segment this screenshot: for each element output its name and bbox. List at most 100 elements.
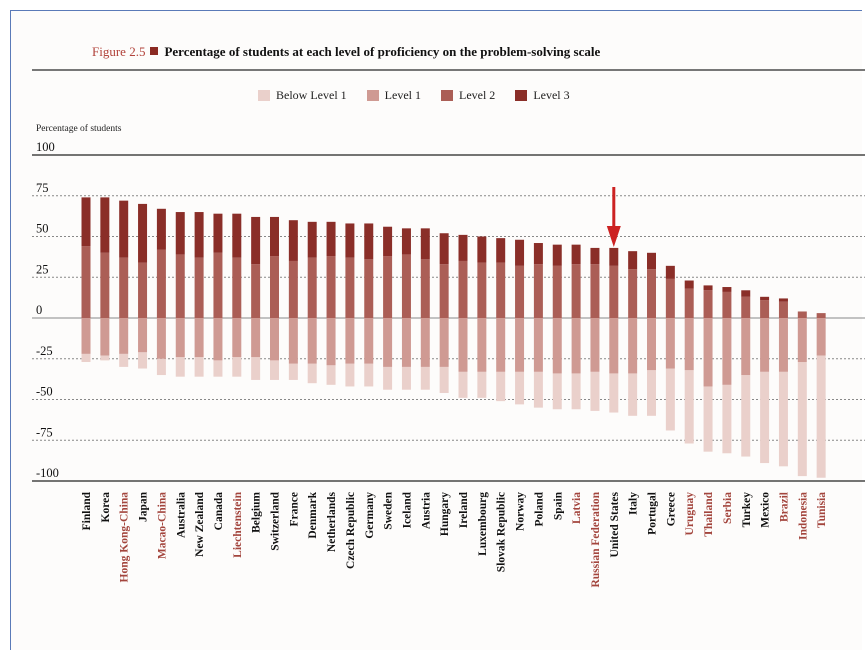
legend-item-level-3: Level 3 [515, 88, 570, 103]
bar-level-3 [288, 220, 298, 261]
bar-below-level-1 [213, 360, 223, 377]
bar-level-3 [156, 208, 166, 250]
bar-level-2 [458, 260, 468, 318]
bar-level-2 [175, 254, 185, 318]
legend-label: Level 2 [458, 88, 496, 102]
bar-level-2 [364, 259, 374, 318]
bar-level-1 [647, 318, 656, 371]
x-tick-label: Netherlands [326, 491, 338, 552]
bar-level-3 [703, 285, 713, 291]
x-tick-label: Austria [420, 492, 432, 529]
legend-item-level-1: Level 1 [366, 88, 421, 103]
bar-below-level-1 [345, 363, 355, 387]
bar-level-2 [213, 252, 223, 318]
bar-level-2 [515, 265, 525, 318]
bar-level-1 [797, 318, 807, 363]
bar-level-3 [420, 228, 430, 260]
bar-level-3 [684, 280, 694, 289]
bar-below-level-1 [515, 371, 525, 405]
bar-level-2 [665, 278, 675, 318]
bar-below-level-1 [778, 371, 788, 467]
x-tick-label: Poland [533, 491, 545, 526]
y-tick-label: -75 [36, 425, 53, 439]
bar-below-level-1 [420, 366, 430, 390]
y-tick-label: 50 [36, 222, 49, 236]
bar-level-1 [778, 318, 788, 372]
legend-label: Level 1 [384, 88, 421, 102]
bar-below-level-1 [194, 357, 204, 377]
bar-level-2 [609, 265, 619, 318]
bar-below-level-1 [533, 371, 543, 408]
figure-number: Figure 2.5 [92, 44, 146, 59]
bar-level-1 [533, 318, 543, 372]
bar-level-2 [194, 257, 204, 318]
x-tick-label: Uruguay [684, 492, 696, 536]
x-tick-label: Turkey [741, 492, 753, 528]
bar-level-1 [439, 318, 449, 367]
x-tick-label: Thailand [703, 491, 715, 536]
x-tick-label: Luxembourg [477, 492, 489, 556]
bar-level-1 [703, 318, 713, 387]
x-tick-label: Latvia [571, 492, 583, 524]
bar-below-level-1 [816, 355, 826, 478]
x-tick-label: Japan [138, 491, 150, 522]
bar-below-level-1 [175, 357, 185, 377]
bar-below-level-1 [364, 363, 374, 387]
y-tick-label: -25 [36, 344, 53, 358]
bar-below-level-1 [156, 358, 166, 376]
x-tick-label: Finland [81, 491, 93, 530]
x-tick-label: Denmark [307, 491, 319, 538]
y-tick-label: -50 [36, 385, 53, 399]
bar-level-3 [383, 226, 393, 257]
bar-level-2 [439, 264, 449, 318]
bar-level-1 [383, 318, 393, 367]
bar-level-1 [609, 318, 619, 374]
bar-level-1 [138, 318, 148, 353]
bar-level-1 [326, 318, 336, 366]
x-tick-label: Belgium [251, 492, 263, 533]
bar-level-2 [383, 256, 393, 318]
bar-level-2 [571, 264, 581, 318]
bar-level-3 [213, 213, 223, 253]
x-tick-label: New Zealand [194, 491, 206, 556]
bar-below-level-1 [628, 373, 638, 416]
x-tick-label: Macao-China [156, 492, 168, 559]
bar-below-level-1 [741, 375, 751, 457]
bar-level-1 [722, 318, 732, 385]
bar-level-3 [665, 265, 675, 279]
bar-level-3 [119, 200, 129, 258]
bar-below-level-1 [138, 352, 148, 369]
legend-swatch-level-2 [440, 90, 453, 101]
bar-level-3 [647, 252, 656, 270]
x-tick-label: Hong Kong-China [119, 492, 131, 583]
bar-level-1 [307, 318, 317, 364]
title-square-icon [150, 47, 159, 55]
bar-level-1 [175, 318, 185, 358]
bar-level-1 [496, 318, 506, 372]
bar-level-2 [816, 313, 826, 318]
bar-level-2 [270, 256, 279, 318]
bar-level-2 [647, 269, 656, 318]
bar-below-level-1 [722, 384, 732, 454]
bar-level-1 [119, 318, 129, 354]
y-tick-label: 0 [36, 303, 42, 317]
chart-frame [10, 10, 862, 650]
bar-level-2 [590, 264, 600, 318]
bar-below-level-1 [270, 360, 279, 380]
bar-level-3 [778, 298, 788, 302]
x-tick-label: Mexico [760, 492, 772, 528]
x-tick-label: Ireland [458, 491, 470, 528]
bar-below-level-1 [326, 365, 336, 385]
bar-below-level-1 [307, 363, 317, 384]
bar-level-3 [270, 216, 279, 257]
bar-level-3 [251, 216, 261, 265]
bar-level-2 [684, 288, 694, 318]
bar-level-2 [778, 301, 788, 318]
legend-label: Level 3 [533, 88, 570, 102]
bar-level-2 [797, 311, 807, 318]
bar-level-3 [496, 238, 506, 263]
x-tick-label: Australia [175, 492, 187, 538]
x-tick-label: France [288, 492, 300, 526]
bar-level-3 [741, 290, 751, 297]
